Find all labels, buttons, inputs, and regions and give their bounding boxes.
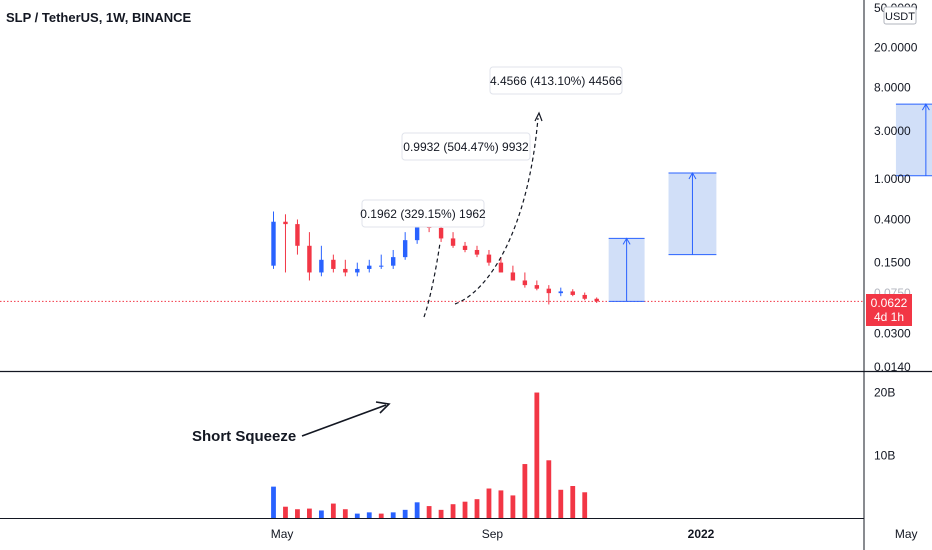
countdown-value: 4d 1h [874, 310, 904, 324]
volume-tick-label: 20B [874, 386, 895, 400]
measure-label-3-text: 4.4566 (413.10%) 44566 [490, 74, 622, 88]
volume-axis[interactable]: 20B 10B [874, 386, 895, 463]
price-tick-label: 0.0140 [874, 360, 911, 374]
last-price-value: 0.0622 [871, 296, 908, 310]
volume-layer [271, 392, 588, 518]
candle [379, 254, 384, 269]
candle [307, 232, 312, 281]
candle [522, 272, 528, 288]
volume-bar [378, 513, 384, 518]
volume-tick-label: 10B [874, 448, 895, 462]
candle [283, 214, 288, 273]
candle [474, 245, 480, 258]
volume-bar [342, 509, 348, 518]
currency-badge[interactable]: USDT [883, 6, 917, 25]
measure-label-1-text: 0.1962 (329.15%) 1962 [360, 207, 486, 221]
candle [343, 259, 348, 277]
price-tick-label: 0.1500 [874, 256, 911, 270]
measure-label-2-text: 0.9932 (504.47%) 9932 [403, 140, 529, 154]
volume-bar [283, 506, 288, 518]
candle [510, 265, 516, 281]
projections-layer [608, 103, 932, 302]
candle [486, 249, 492, 266]
time-tick-label: May [271, 527, 294, 541]
measure-label-1: 0.1962 (329.15%) 1962 [360, 199, 486, 228]
volume-bar [366, 512, 372, 518]
time-axis[interactable]: MaySep2022MaySep2023May [271, 527, 932, 541]
volume-bar [486, 488, 492, 518]
measure-box-1[interactable] [608, 237, 645, 302]
price-tick-label: 20.0000 [874, 40, 918, 54]
candle [319, 245, 324, 277]
price-tick-label: 0.0300 [874, 326, 911, 340]
volume-bar [510, 495, 516, 518]
price-tick-label: 8.0000 [874, 81, 911, 95]
volume-bar [534, 392, 540, 518]
measure-label-3: 4.4566 (413.10%) 44566 [489, 66, 623, 95]
currency-badge-text: USDT [885, 11, 915, 23]
candle [570, 289, 575, 297]
short-squeeze-arrowhead [375, 401, 391, 414]
candle [594, 297, 599, 303]
measure-label-2: 0.9932 (504.47%) 9932 [401, 132, 531, 161]
volume-bar [318, 510, 324, 518]
candle [295, 219, 300, 255]
volume-bar [450, 504, 456, 518]
candle [546, 285, 552, 305]
volume-bar [390, 512, 396, 518]
candle [450, 232, 456, 248]
volume-bar [271, 486, 276, 518]
short-squeeze-arrow [301, 404, 387, 437]
candle [271, 211, 276, 269]
volume-bar [307, 508, 312, 518]
volume-bar [295, 509, 300, 518]
time-tick-label: May [895, 527, 918, 541]
candle [462, 241, 468, 253]
price-tick-label: 0.4000 [874, 212, 911, 226]
measure-box-3[interactable] [895, 103, 932, 177]
volume-bar [414, 502, 420, 518]
candle [331, 254, 336, 273]
candle [558, 287, 563, 297]
forecast-curve-start [423, 242, 441, 318]
chart-title: SLP / TetherUS, 1W, BINANCE [6, 10, 191, 25]
forecast-curve [454, 117, 539, 305]
volume-bar [438, 509, 444, 518]
volume-bar [330, 503, 336, 518]
volume-bar [426, 506, 432, 518]
candle [355, 262, 360, 277]
candle [534, 280, 540, 291]
volume-bar [462, 501, 468, 518]
candle [391, 249, 396, 269]
volume-bar [498, 490, 504, 518]
last-price-badge: 0.0622 4d 1h [866, 294, 912, 326]
candle [582, 292, 587, 301]
candle [367, 259, 372, 273]
volume-bar [558, 489, 564, 518]
volume-bar [354, 513, 360, 518]
volume-bar [546, 460, 552, 518]
candle [402, 232, 408, 260]
measure-box-2[interactable] [668, 172, 717, 256]
volume-bar [522, 464, 528, 518]
price-tick-label: 1.0000 [874, 172, 911, 186]
volume-bar [402, 509, 408, 518]
short-squeeze-label: Short Squeeze [192, 428, 296, 445]
candles-layer [271, 211, 599, 305]
candle [498, 257, 504, 273]
forecast-curve-arrow [534, 111, 543, 122]
price-tick-label: 3.0000 [874, 124, 911, 138]
volume-bar [474, 499, 480, 518]
time-tick-label: 2022 [688, 527, 715, 541]
volume-bar [582, 492, 588, 518]
time-tick-label: Sep [482, 527, 504, 541]
volume-bar [570, 486, 576, 518]
